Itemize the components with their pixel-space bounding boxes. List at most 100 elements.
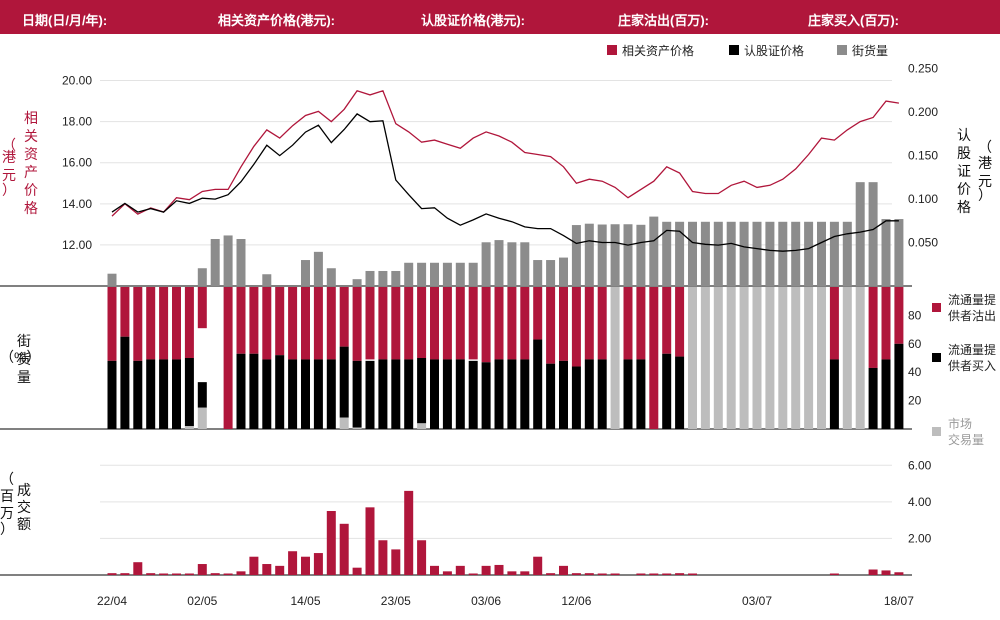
left-axis-title: 相 关 资 产 价 格 （ 港 元 ） [2, 110, 38, 216]
left-tick-label: 12.00 [62, 238, 92, 252]
outstanding-bar [713, 221, 723, 286]
mm-sell-bar [275, 287, 285, 356]
market-volume-bar [791, 287, 801, 429]
market-volume-bar [713, 287, 723, 429]
mm-sell-bar [159, 287, 169, 360]
market-volume-bar [610, 287, 620, 429]
svg-text:证: 证 [957, 163, 971, 179]
outstanding-bar [197, 268, 207, 286]
x-tick-label: 22/04 [97, 594, 127, 608]
mm-buy-bar [623, 359, 633, 429]
turnover-bar [520, 571, 530, 575]
left-tick-label: 18.00 [62, 115, 92, 129]
warrant-price-label: 认股证价格(港元): [421, 13, 525, 28]
mm-sell-bar [468, 287, 478, 360]
mm-buy-bar [584, 359, 594, 429]
turnover-tick-label: 6.00 [908, 458, 932, 472]
turnover-tick-label: 4.00 [908, 495, 932, 509]
mm-sell-bar [404, 287, 414, 360]
right-tick-label: 0.150 [908, 149, 938, 163]
svg-text:格: 格 [24, 200, 38, 216]
turnover-bar [571, 573, 581, 575]
legend-text-mm-buy-2: 供者买入 [948, 359, 996, 373]
mm-sell-bar [481, 287, 491, 363]
mm-sell-bar [262, 287, 272, 360]
x-tick-label: 23/05 [381, 594, 411, 608]
mm-buy-bar [313, 359, 323, 429]
mm-buy-bar [662, 353, 672, 429]
market-volume-bar [817, 287, 826, 429]
mm-buy-bar [546, 363, 556, 429]
mm-sell-bar [829, 287, 839, 360]
turnover-bar [533, 556, 543, 575]
svg-text:成: 成 [17, 482, 31, 498]
outstanding-bar [378, 270, 388, 286]
turnover-bar [546, 573, 556, 575]
legend-text-outstanding: 街货量 [852, 43, 888, 58]
turnover-bar [326, 511, 336, 575]
legend-text-warrant: 认股证价格 [744, 43, 804, 58]
turnover-bar [430, 565, 439, 575]
mm-sell-bar [391, 287, 401, 360]
ratio-legend: 流通量提 供者沽出 流通量提 供者买入 市场 交易量 [932, 292, 996, 447]
right-tick-label: 0.100 [908, 192, 938, 206]
svg-text:百: 百 [0, 488, 14, 504]
market-volume-bar [352, 427, 362, 429]
svg-text:价: 价 [24, 182, 38, 198]
mm-buy-bar [236, 353, 246, 429]
svg-text:货: 货 [17, 351, 31, 367]
market-volume-bar [197, 407, 207, 429]
ratio-tick-label: 60 [908, 337, 922, 351]
market-volume-bar [752, 287, 762, 429]
outstanding-bar [481, 242, 491, 286]
mm-buy-bar [391, 359, 401, 429]
mm-sell-bar [442, 287, 452, 360]
turnover-bar [236, 571, 246, 575]
market-volume-bar [700, 287, 710, 429]
ratio-tick-label: 20 [908, 394, 922, 408]
outstanding-bar [352, 279, 362, 286]
mm-buy-bar [533, 339, 543, 429]
turnover-bar [107, 573, 117, 575]
turnover-bar [120, 573, 130, 575]
outstanding-bar [623, 224, 633, 286]
market-volume-bar [765, 287, 775, 429]
mm-sell-bar [313, 287, 323, 360]
outstanding-bar [520, 242, 530, 286]
ratio-axis-title: 街 货 量 （%） [0, 333, 40, 385]
market-volume-bar [688, 287, 697, 429]
x-tick-label: 14/05 [290, 594, 320, 608]
turnover-bar [417, 540, 427, 575]
left-tick-label: 20.00 [62, 74, 92, 88]
turnover-bar [301, 556, 310, 575]
mm-buy-bar [262, 359, 272, 429]
turnover-bar [649, 573, 659, 575]
turnover-bar [249, 556, 259, 575]
mm-sell-bar [868, 287, 878, 368]
right-axis-title: 认 股 证 价 格 （ 港 元 ） [957, 127, 992, 215]
outstanding-bar [404, 262, 414, 286]
mm-buy-bar [197, 382, 207, 408]
mm-sell-bar [546, 287, 556, 364]
turnover-bar [159, 573, 169, 575]
mm-sell-bar [184, 287, 194, 358]
mm-sell-bar [623, 287, 633, 360]
turnover-bar [481, 565, 491, 575]
date-label: 日期(日/月/年): [22, 13, 108, 28]
outstanding-bar [817, 221, 826, 286]
turnover-bar [391, 549, 401, 575]
mm-sell-bar [571, 287, 581, 367]
svg-text:元: 元 [2, 167, 16, 183]
mm-sell-bar [146, 287, 156, 360]
mm-buy-bar [146, 359, 156, 429]
market-volume-bar [184, 426, 194, 429]
turnover-axis-title: 成 交 额 （ 百 万 ） [0, 471, 31, 537]
outstanding-bar [662, 221, 672, 286]
svg-text:港: 港 [978, 155, 992, 171]
mm-buy-bar [571, 366, 581, 429]
svg-text:额: 额 [17, 516, 31, 532]
mm-buy-bar [404, 359, 414, 429]
outstanding-bar [236, 239, 246, 286]
market-maker-sell-label: 庄家沽出(百万): [618, 13, 709, 28]
legend-swatch-asset [607, 45, 617, 55]
